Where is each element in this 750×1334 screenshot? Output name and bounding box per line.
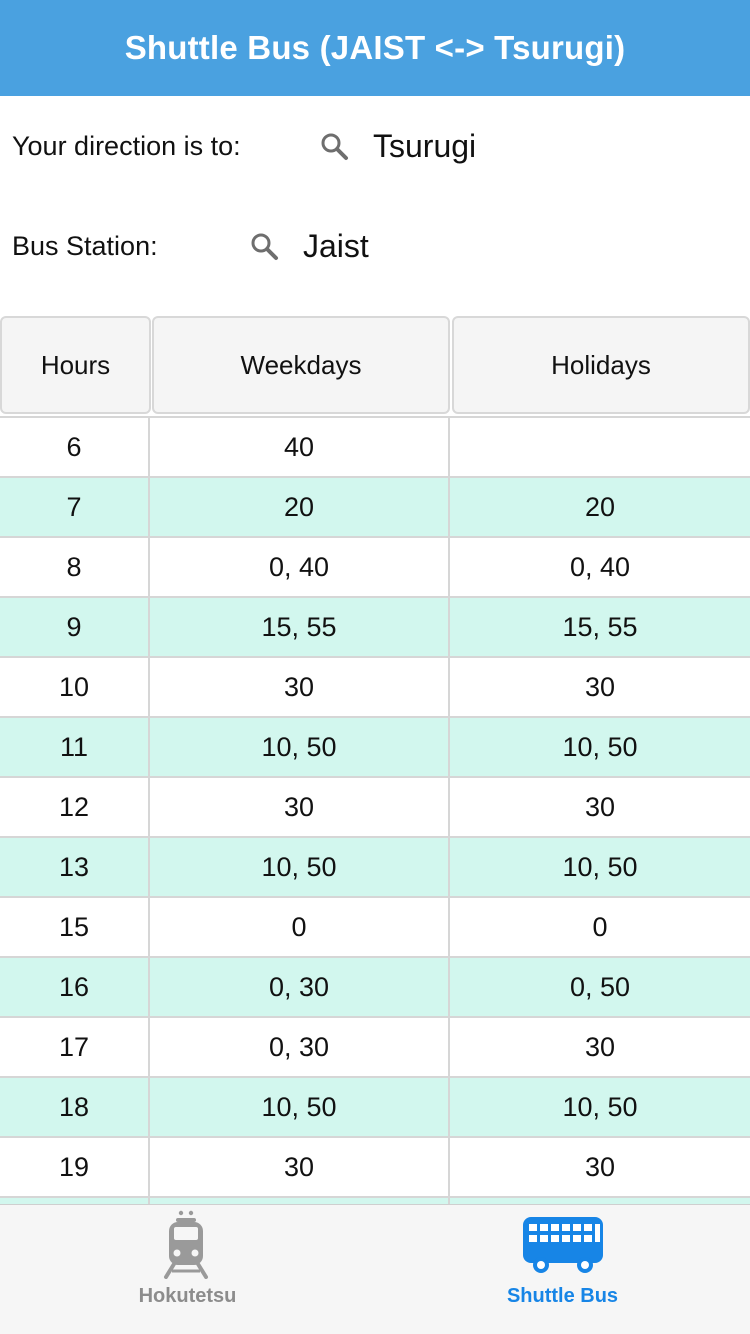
cell-weekdays: 40 — [150, 418, 450, 476]
table-row[interactable]: 8 0, 40 0, 40 — [0, 536, 750, 596]
cell-holidays: 30 — [584, 791, 616, 822]
cell-weekdays: 30 — [150, 658, 450, 716]
cell-weekdays: 15, 55 — [150, 598, 450, 656]
table-row[interactable]: 11 10, 50 10, 50 — [0, 716, 750, 776]
table-row[interactable]: 16 0, 30 0, 50 — [0, 956, 750, 1016]
direction-value[interactable]: Tsurugi — [373, 127, 477, 164]
cell-weekdays: 10, 50 — [150, 838, 450, 896]
tab-shuttle-bus[interactable]: Shuttle Bus — [375, 1205, 750, 1334]
cell-weekdays: 20 — [150, 478, 450, 536]
station-filter[interactable]: Bus Station: Jaist — [0, 196, 750, 296]
table-row[interactable]: 15 0 0 — [0, 896, 750, 956]
cell-hour: 12 — [0, 778, 150, 836]
table-row[interactable]: 18 10, 50 10, 50 — [0, 1076, 750, 1136]
cell-hour: 8 — [0, 538, 150, 596]
table-row[interactable]: 17 0, 30 30 — [0, 1016, 750, 1076]
cell-holidays: 30 — [584, 1151, 616, 1182]
cell-holidays: 10, 50 — [562, 851, 638, 882]
bus-icon — [522, 1217, 603, 1273]
cell-hour: 10 — [0, 658, 150, 716]
station-value[interactable]: Jaist — [303, 227, 369, 264]
tab-label-shuttle-bus: Shuttle Bus — [506, 1285, 619, 1307]
search-icon[interactable] — [319, 131, 349, 161]
tab-hokutetsu[interactable]: Hokutetsu — [0, 1205, 375, 1334]
tab-label-hokutetsu: Hokutetsu — [138, 1285, 237, 1307]
column-header-weekdays: Weekdays — [152, 316, 450, 414]
cell-holidays: 10, 50 — [562, 731, 638, 762]
cell-hour: 18 — [0, 1078, 150, 1136]
cell-holidays: 0, 50 — [569, 971, 631, 1002]
table-body: 6 40 7 20 20 8 0, 40 0, 40 9 15, 55 15, 55 10 30 30 11… — [0, 416, 750, 1204]
table-row[interactable]: 13 10, 50 10, 50 — [0, 836, 750, 896]
table-row[interactable]: 19 30 30 — [0, 1136, 750, 1196]
cell-weekdays: 0, 30 — [150, 1018, 450, 1076]
table-row[interactable] — [0, 1196, 750, 1204]
cell-holidays: 10, 50 — [562, 1091, 638, 1122]
table-row[interactable]: 12 30 30 — [0, 776, 750, 836]
cell-holidays — [450, 418, 750, 476]
station-label: Bus Station: — [12, 230, 158, 261]
cell-hour: 17 — [0, 1018, 150, 1076]
direction-filter[interactable]: Your direction is to: Tsurugi — [0, 96, 750, 196]
nav-header: Shuttle Bus (JAIST <-> Tsurugi) — [0, 0, 750, 96]
cell-holidays: 20 — [584, 491, 616, 522]
train-icon — [163, 1210, 208, 1279]
cell-hour: 16 — [0, 958, 150, 1016]
cell-weekdays: 0, 40 — [150, 538, 450, 596]
search-icon[interactable] — [249, 231, 279, 261]
cell-weekdays: 30 — [150, 1138, 450, 1196]
table-cell — [0, 1198, 150, 1204]
cell-weekdays: 30 — [150, 778, 450, 836]
cell-hour: 9 — [0, 598, 150, 656]
table-row[interactable]: 6 40 — [0, 416, 750, 476]
column-header-holidays: Holidays — [452, 316, 750, 414]
cell-hour: 13 — [0, 838, 150, 896]
direction-label: Your direction is to: — [12, 130, 241, 161]
cell-hour: 6 — [0, 418, 150, 476]
cell-hour: 15 — [0, 898, 150, 956]
table-cell — [150, 1198, 450, 1204]
cell-holidays: 0, 40 — [569, 551, 631, 582]
cell-holidays: 30 — [584, 1031, 616, 1062]
cell-holidays: 0 — [592, 911, 608, 942]
cell-hour: 11 — [0, 718, 150, 776]
cell-hour: 19 — [0, 1138, 150, 1196]
cell-holidays: 15, 55 — [562, 611, 638, 642]
cell-holidays: 30 — [584, 671, 616, 702]
cell-weekdays: 10, 50 — [150, 1078, 450, 1136]
cell-weekdays: 10, 50 — [150, 718, 450, 776]
table-row[interactable]: 9 15, 55 15, 55 — [0, 596, 750, 656]
page-title: Shuttle Bus (JAIST <-> Tsurugi) — [124, 29, 626, 66]
column-header-hours: Hours — [0, 316, 151, 414]
table-row[interactable]: 10 30 30 — [0, 656, 750, 716]
timetable[interactable]: Hours Weekdays Holidays 6 40 7 20 20 8 0, 40 0,… — [0, 316, 750, 1204]
cell-weekdays: 0, 30 — [150, 958, 450, 1016]
cell-weekdays: 0 — [150, 898, 450, 956]
table-header: Hours Weekdays Holidays — [0, 316, 750, 416]
table-row[interactable]: 7 20 20 — [0, 476, 750, 536]
cell-hour: 7 — [0, 478, 150, 536]
tab-bar: Hokutetsu Shuttle Bus — [0, 1204, 750, 1334]
